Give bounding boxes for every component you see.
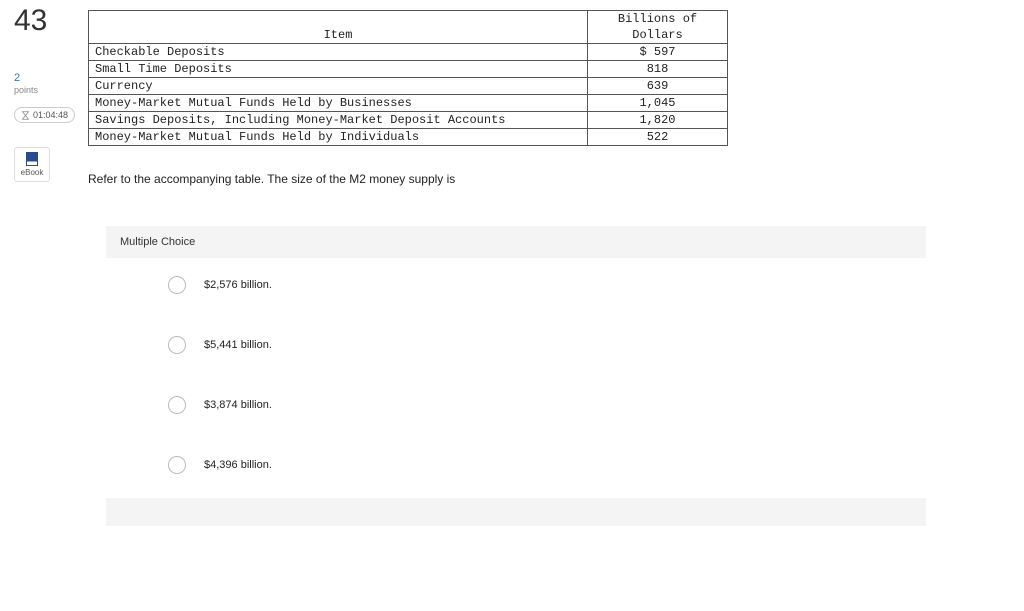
radio-icon[interactable] <box>168 276 186 294</box>
option-row[interactable]: $2,576 billion. <box>106 258 926 312</box>
radio-icon[interactable] <box>168 396 186 414</box>
sidebar: 43 2 points 01:04:48 eBook <box>14 6 74 182</box>
option-row[interactable]: $3,874 billion. <box>106 378 926 432</box>
ebook-button[interactable]: eBook <box>14 147 50 182</box>
question-number: 43 <box>14 6 74 36</box>
cell-item: Money-Market Mutual Funds Held by Busine… <box>89 95 588 112</box>
option-text: $3,874 billion. <box>204 399 272 411</box>
cell-item: Checkable Deposits <box>89 44 588 61</box>
col-header-value-2: Dollars <box>588 27 728 44</box>
mc-footer <box>106 498 926 526</box>
cell-item: Savings Deposits, Including Money-Market… <box>89 112 588 129</box>
timer-badge: 01:04:48 <box>14 107 75 123</box>
points-label: points <box>14 85 74 95</box>
table-row: Money-Market Mutual Funds Held by Busine… <box>89 95 728 112</box>
option-text: $4,396 billion. <box>204 459 272 471</box>
question-prompt: Refer to the accompanying table. The siz… <box>88 172 1004 186</box>
ebook-label: eBook <box>15 168 49 177</box>
option-text: $5,441 billion. <box>204 339 272 351</box>
option-row[interactable]: $4,396 billion. <box>106 438 926 492</box>
table-row: Savings Deposits, Including Money-Market… <box>89 112 728 129</box>
option-text: $2,576 billion. <box>204 279 272 291</box>
cell-item: Currency <box>89 78 588 95</box>
data-table: Item Billions of Dollars Checkable Depos… <box>88 10 728 146</box>
mc-heading: Multiple Choice <box>106 226 926 258</box>
table-body: Checkable Deposits$ 597 Small Time Depos… <box>89 44 728 146</box>
table-row: Checkable Deposits$ 597 <box>89 44 728 61</box>
hourglass-icon <box>21 111 30 120</box>
cell-item: Small Time Deposits <box>89 61 588 78</box>
cell-value: 1,045 <box>588 95 728 112</box>
cell-value: 1,820 <box>588 112 728 129</box>
cell-value: 639 <box>588 78 728 95</box>
timer-text: 01:04:48 <box>33 110 68 120</box>
table-row: Currency639 <box>89 78 728 95</box>
cell-item: Money-Market Mutual Funds Held by Indivi… <box>89 129 588 146</box>
radio-icon[interactable] <box>168 456 186 474</box>
table-row: Small Time Deposits818 <box>89 61 728 78</box>
cell-value: $ 597 <box>588 44 728 61</box>
col-header-value-1: Billions of <box>588 11 728 28</box>
points-value: 2 <box>14 72 74 84</box>
col-header-item: Item <box>89 11 588 44</box>
multiple-choice: Multiple Choice $2,576 billion. $5,441 b… <box>106 226 926 526</box>
cell-value: 522 <box>588 129 728 146</box>
cell-value: 818 <box>588 61 728 78</box>
main-content: Item Billions of Dollars Checkable Depos… <box>88 10 1004 526</box>
option-row[interactable]: $5,441 billion. <box>106 318 926 372</box>
radio-icon[interactable] <box>168 336 186 354</box>
table-row: Money-Market Mutual Funds Held by Indivi… <box>89 129 728 146</box>
book-icon <box>26 152 38 166</box>
